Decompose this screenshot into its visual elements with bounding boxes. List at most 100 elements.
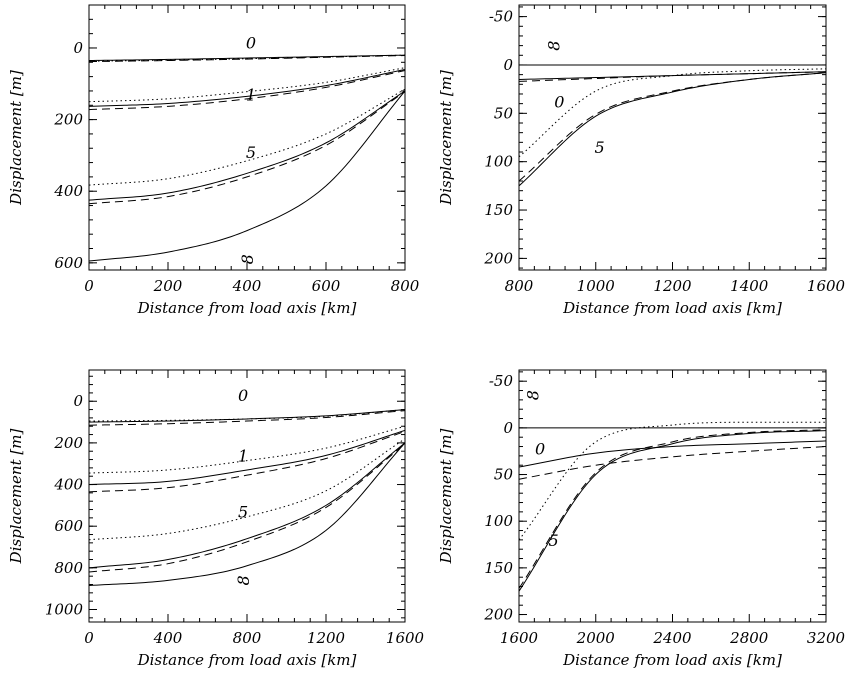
x-axis-label: Distance from load axis [km] bbox=[137, 651, 357, 669]
y-axis-label: Displacement [m] bbox=[437, 70, 455, 206]
series-0-dotted bbox=[519, 68, 826, 158]
series-1-dashed bbox=[89, 430, 405, 493]
y-tick-label: 50 bbox=[494, 104, 514, 122]
y-tick-label: 200 bbox=[483, 606, 513, 624]
y-tick-label: 600 bbox=[54, 254, 83, 272]
panel-1: 0 200 400 600 800 600 400 200 0 Distance from loa… bbox=[7, 4, 420, 317]
y-tick-label: 100 bbox=[484, 153, 513, 171]
x-tick-label: 200 bbox=[153, 277, 183, 295]
curve-label: 5 bbox=[246, 143, 256, 162]
x-tick-label: 600 bbox=[312, 277, 341, 295]
series-5-solid bbox=[89, 90, 405, 201]
series-1-dotted bbox=[89, 425, 405, 474]
curve-label: 5 bbox=[594, 138, 604, 157]
series-0-dotted bbox=[89, 54, 405, 62]
series-group bbox=[519, 421, 826, 592]
series-group bbox=[519, 64, 826, 187]
series-5-dashed bbox=[519, 72, 826, 182]
x-tick-label: 400 bbox=[232, 277, 262, 295]
x-axis-label: Distance from load axis [km] bbox=[137, 299, 357, 317]
plot-frame bbox=[518, 369, 827, 623]
x-tick-label: 800 bbox=[391, 277, 420, 295]
series-5-dashed bbox=[519, 429, 826, 589]
x-tick-label: 1200 bbox=[307, 629, 346, 647]
y-tick-label: 1000 bbox=[45, 601, 84, 619]
x-tick-label: 1600 bbox=[500, 629, 539, 647]
curve-label: 0 bbox=[238, 386, 248, 405]
y-axis-label: Displacement [m] bbox=[437, 429, 455, 565]
curve-label: 8 bbox=[234, 575, 253, 585]
y-tick-label: 150 bbox=[484, 559, 513, 577]
series-5-solid bbox=[89, 442, 405, 569]
y-tick-label: -50 bbox=[489, 372, 514, 390]
series-0-dotted bbox=[89, 409, 405, 422]
y-tick-label: 400 bbox=[53, 476, 83, 494]
x-tick-label: 3200 bbox=[807, 629, 846, 647]
x-tick-label: 1600 bbox=[807, 277, 846, 295]
series-group bbox=[89, 409, 405, 587]
series-8-solid bbox=[89, 442, 405, 587]
x-tick-label: 2400 bbox=[652, 629, 692, 647]
series-0-solid bbox=[89, 54, 405, 62]
panel-3: 0 400 800 1200 1600 1000 800 600 400 200 0 Distance… bbox=[7, 369, 425, 669]
curve-label: 1 bbox=[246, 86, 256, 105]
x-tick-label: 1200 bbox=[653, 277, 692, 295]
x-tick-label: 0 bbox=[84, 629, 94, 647]
x-tick-label: 800 bbox=[233, 629, 262, 647]
x-tick-label: 0 bbox=[84, 277, 94, 295]
series-1-solid bbox=[89, 429, 405, 486]
series-group bbox=[89, 54, 405, 262]
y-tick-label: 150 bbox=[484, 201, 513, 219]
x-tick-label: 1600 bbox=[386, 629, 425, 647]
series-1-dotted bbox=[89, 67, 405, 103]
y-tick-label: 100 bbox=[484, 512, 513, 530]
y-axis-label: Displacement [m] bbox=[7, 429, 25, 565]
curve-label: 5 bbox=[548, 531, 558, 550]
curve-label: 8 bbox=[238, 254, 257, 264]
series-0-solid bbox=[519, 440, 826, 468]
y-tick-label: 0 bbox=[73, 392, 83, 410]
series-0-dashed bbox=[519, 446, 826, 480]
y-tick-label: -50 bbox=[489, 8, 514, 26]
y-tick-label: 0 bbox=[503, 56, 513, 74]
x-axis-label: Distance from load axis [km] bbox=[562, 299, 782, 317]
curve-label: 1 bbox=[238, 446, 248, 465]
y-tick-label: 200 bbox=[53, 434, 83, 452]
series-1-solid bbox=[89, 68, 405, 107]
curve-label: 0 bbox=[246, 34, 256, 53]
y-tick-label: 200 bbox=[483, 249, 513, 267]
series-0-dashed bbox=[89, 410, 405, 426]
x-tick-label: 1000 bbox=[577, 277, 616, 295]
curve-label: 0 bbox=[554, 93, 564, 112]
curve-label: 0 bbox=[535, 439, 545, 458]
y-tick-label: 600 bbox=[54, 517, 83, 535]
y-tick-label: 800 bbox=[54, 559, 83, 577]
x-tick-label: 1400 bbox=[730, 277, 769, 295]
y-tick-label: 0 bbox=[503, 419, 513, 437]
panel-4: 1600 2000 2400 2800 3200200150100500-50Dista… bbox=[437, 369, 846, 669]
series-5-solid bbox=[519, 430, 826, 592]
curve-label: 8 bbox=[523, 390, 542, 400]
series-5-dashed bbox=[89, 91, 405, 205]
curve-label: 5 bbox=[238, 503, 248, 522]
x-tick-label: 2000 bbox=[576, 629, 616, 647]
x-tick-label: 2800 bbox=[729, 629, 769, 647]
series-5-dashed bbox=[89, 443, 405, 573]
curve-label: 8 bbox=[545, 41, 564, 51]
series-0-dotted bbox=[519, 421, 826, 541]
y-tick-label: 0 bbox=[73, 39, 83, 57]
panel-2: 800 1000 1200 1400 1600200150100500-50Distan… bbox=[437, 4, 846, 317]
plot-frame bbox=[518, 4, 827, 271]
series-5-solid bbox=[519, 72, 826, 187]
y-tick-label: 400 bbox=[53, 182, 83, 200]
x-axis-label: Distance from load axis [km] bbox=[562, 651, 782, 669]
y-tick-label: 50 bbox=[494, 466, 514, 484]
y-tick-label: 200 bbox=[53, 111, 83, 129]
series-1-dashed bbox=[89, 70, 405, 111]
series-8-solid bbox=[89, 90, 405, 262]
y-axis-label: Displacement [m] bbox=[7, 70, 25, 206]
series-0-solid bbox=[89, 409, 405, 423]
x-tick-label: 800 bbox=[505, 277, 534, 295]
x-tick-label: 400 bbox=[153, 629, 183, 647]
